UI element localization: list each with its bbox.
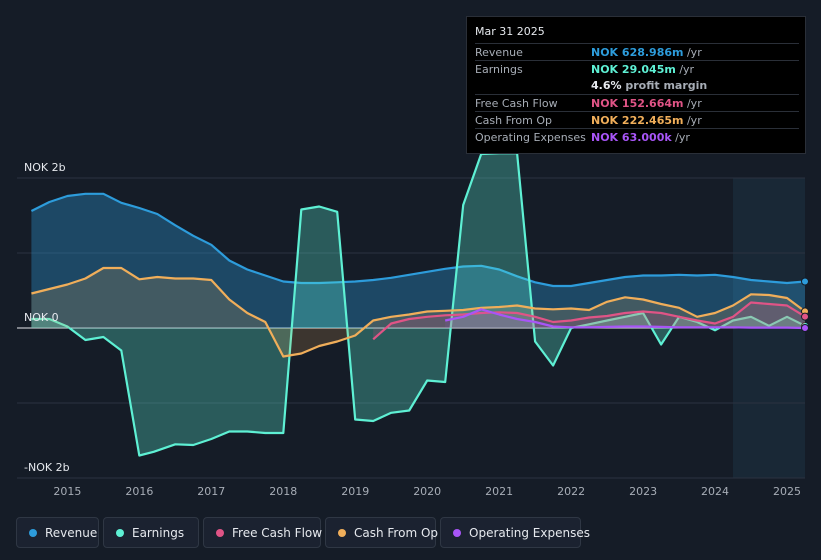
- tooltip-label: Free Cash Flow: [475, 97, 558, 110]
- legend-label: Revenue: [45, 526, 98, 540]
- y-tick-label: NOK 0: [24, 311, 59, 324]
- tooltip-label: Operating Expenses: [475, 131, 586, 144]
- tooltip-value: NOK 29.045m /yr: [591, 63, 695, 76]
- series-line-operating-expenses: [444, 308, 806, 330]
- legend-item-operating-expenses[interactable]: Operating Expenses: [440, 517, 590, 548]
- series-area-free-cash-flow: [373, 302, 805, 340]
- x-tick-label: 2019: [341, 485, 369, 498]
- x-tick-label: 2025: [773, 485, 801, 498]
- legend-label: Earnings: [132, 526, 185, 540]
- legend-dot-icon: [116, 529, 124, 537]
- profit-margin: 4.6% profit margin: [591, 79, 708, 92]
- legend-dot-icon: [29, 529, 37, 537]
- tooltip-row-margin: 4.6% profit margin: [475, 77, 799, 94]
- tooltip-value: NOK 222.465m /yr: [591, 114, 702, 127]
- tooltip-label: Earnings: [475, 63, 523, 76]
- series-end-point-operating-expenses: [801, 323, 809, 332]
- tooltip-row-free-cash-flow: Free Cash Flow NOK 152.664m /yr: [475, 94, 799, 112]
- y-tick-label: -NOK 2b: [24, 461, 70, 474]
- x-tick-label: 2023: [629, 485, 657, 498]
- legend-dot-icon: [216, 529, 224, 537]
- legend-label: Free Cash Flow: [232, 526, 323, 540]
- legend-dot-icon: [338, 529, 346, 537]
- legend-label: Cash From Op: [354, 526, 439, 540]
- tooltip-value: NOK 63.000k /yr: [591, 131, 690, 144]
- tooltip-row-cash-from-op: Cash From Op NOK 222.465m /yr: [475, 111, 799, 129]
- series-line-revenue: [30, 192, 806, 288]
- tooltip-value: NOK 152.664m /yr: [591, 97, 702, 110]
- tooltip-value: NOK 628.986m /yr: [591, 46, 702, 59]
- x-tick-label: 2018: [269, 485, 297, 498]
- tooltip-label: Cash From Op: [475, 114, 553, 127]
- series-area-operating-expenses: [445, 309, 805, 328]
- x-tick-label: 2016: [125, 485, 153, 498]
- x-tick-label: 2022: [557, 485, 585, 498]
- x-tick-label: 2017: [197, 485, 225, 498]
- legend-label: Operating Expenses: [469, 526, 590, 540]
- tooltip-row-revenue: Revenue NOK 628.986m /yr: [475, 43, 799, 61]
- x-tick-label: 2020: [413, 485, 441, 498]
- legend-item-cash-from-op[interactable]: Cash From Op: [325, 517, 439, 548]
- x-tick-label: 2024: [701, 485, 729, 498]
- tooltip-date: Mar 31 2025: [475, 25, 545, 38]
- tooltip-label: Revenue: [475, 46, 523, 59]
- legend-dot-icon: [453, 529, 461, 537]
- series-line-free-cash-flow: [372, 301, 806, 341]
- tooltip-row-operating-expenses: Operating Expenses NOK 63.000k /yr: [475, 128, 799, 146]
- legend-item-free-cash-flow[interactable]: Free Cash Flow: [203, 517, 323, 548]
- series-line-cash-from-op: [31, 266, 806, 358]
- x-tick-label: 2021: [485, 485, 513, 498]
- series-line-earnings: [31, 152, 806, 457]
- series-end-point-free-cash-flow: [801, 312, 809, 321]
- tooltip-panel: Mar 31 2025 Revenue NOK 628.986m /yr Ear…: [466, 16, 806, 154]
- series-area-earnings: [31, 153, 805, 456]
- tooltip-row-earnings: Earnings NOK 29.045m /yr: [475, 60, 799, 78]
- x-tick-label: 2015: [53, 485, 81, 498]
- legend-item-earnings[interactable]: Earnings: [103, 517, 199, 548]
- y-tick-label: NOK 2b: [24, 161, 66, 174]
- series-end-point-revenue: [801, 277, 809, 286]
- legend-item-revenue[interactable]: Revenue: [16, 517, 99, 548]
